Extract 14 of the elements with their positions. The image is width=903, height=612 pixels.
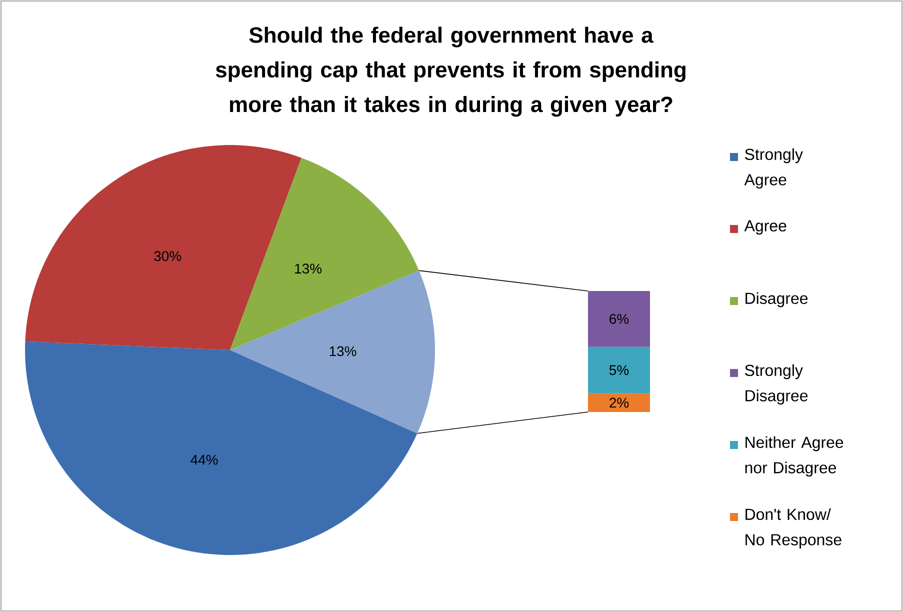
data-label: 5% [609, 365, 629, 376]
legend-label: Strongly Agree [744, 148, 803, 189]
legend-label: Disagree [746, 292, 808, 308]
chart-title: Should the federal government have a spending cap that prevents it from spending more than it takes in during a given year? [216, 26, 686, 117]
legend-label: Agree [744, 220, 786, 235]
data-label: 13% [295, 264, 322, 274]
data-label: 30% [154, 251, 182, 262]
data-label: 6% [610, 314, 629, 324]
data-label: 44% [190, 454, 218, 465]
data-label: 13% [330, 346, 356, 356]
legend-label: Strongly Disagree [745, 364, 808, 405]
data-label: 2% [610, 398, 629, 408]
legend-label: Don't Know/ No Response [746, 508, 842, 549]
legend-label: Neither Agree nor Disagree [745, 436, 844, 477]
